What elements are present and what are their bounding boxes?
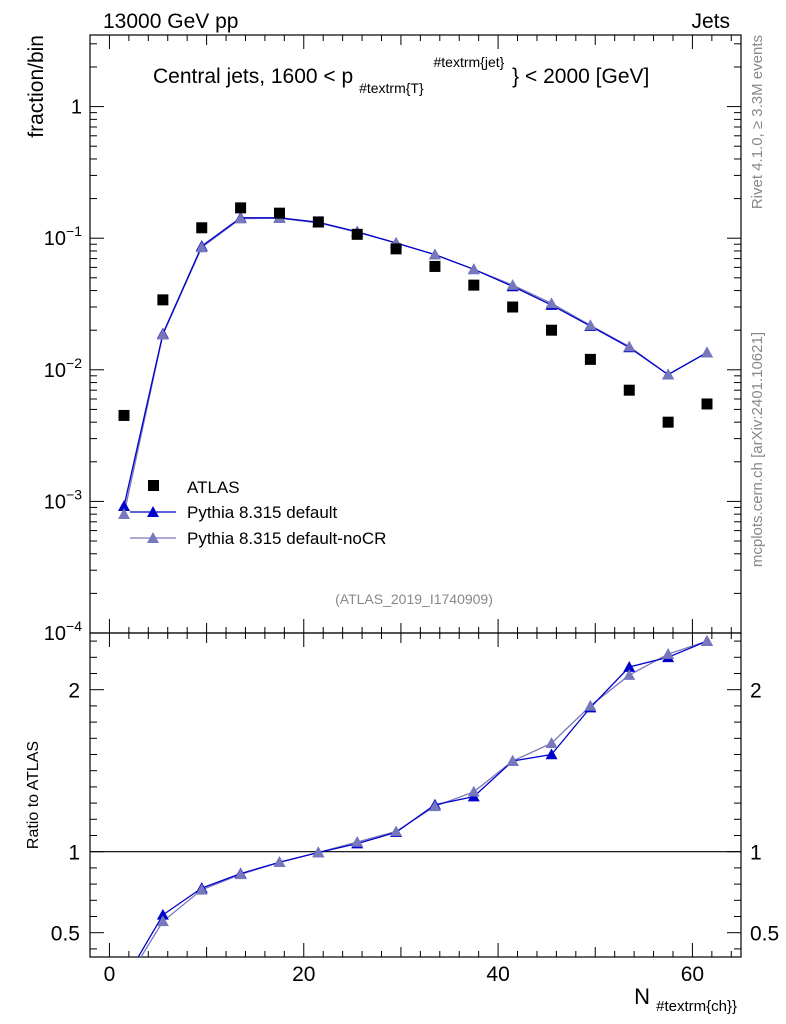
main-atlas-marker bbox=[663, 417, 674, 428]
ratio-y-tick-label-right: 1 bbox=[750, 842, 762, 865]
main-nocr-marker bbox=[468, 263, 480, 274]
process-label: Jets bbox=[691, 10, 730, 33]
ratio-y-tick-label-right: 0.5 bbox=[750, 923, 779, 946]
figure: 13000 GeV pp Jets 10−4 10−3 10−2 10−1 1 Cent… bbox=[0, 0, 786, 1024]
main-atlas-marker bbox=[196, 222, 207, 233]
mcplots-reference-label: mcplots.cern.ch [arXiv:2401.10621] bbox=[749, 332, 766, 567]
main-nocr-marker bbox=[623, 341, 635, 352]
main-y-tick-label: 1 bbox=[71, 97, 82, 119]
main-atlas-marker bbox=[352, 229, 363, 240]
legend-nocr-label: Pythia 8.315 default-noCR bbox=[187, 529, 386, 548]
main-y-tick-label: 10−1 bbox=[44, 223, 82, 250]
ratio-nocr-marker bbox=[662, 648, 674, 659]
ratio-nocr-marker bbox=[390, 825, 402, 836]
main-title-text: Central jets, 1600 < p bbox=[153, 65, 353, 88]
ratio-default-line bbox=[124, 641, 707, 981]
main-y-tick-label: 10−2 bbox=[44, 355, 82, 382]
main-title-superscript: #textrm{jet} bbox=[434, 54, 505, 70]
main-atlas-marker bbox=[235, 202, 246, 213]
main-atlas-marker bbox=[429, 261, 440, 272]
main-nocr-marker bbox=[584, 319, 596, 330]
x-axis-label-subscript: #textrm{ch}} bbox=[656, 998, 737, 1015]
main-atlas-marker bbox=[119, 410, 130, 421]
ratio-data-layer bbox=[124, 635, 713, 984]
legend-atlas-label: ATLAS bbox=[187, 478, 240, 497]
x-axis-label-text: N bbox=[634, 984, 650, 1009]
main-atlas-marker bbox=[274, 208, 285, 219]
rivet-version-label: Rivet 4.1.0, ≥ 3.3M events bbox=[749, 35, 766, 209]
ratio-nocr-marker bbox=[468, 786, 480, 797]
legend-default-label: Pythia 8.315 default bbox=[187, 503, 338, 522]
main-title-subscript: #textrm{T} bbox=[359, 80, 424, 96]
main-atlas-marker bbox=[546, 325, 557, 336]
ratio-nocr-line bbox=[124, 641, 707, 984]
ratio-y-axis-label: Ratio to ATLAS bbox=[25, 741, 42, 849]
main-nocr-marker bbox=[662, 369, 674, 380]
ratio-series-group bbox=[124, 635, 713, 984]
x-tick-label: 0 bbox=[104, 963, 116, 986]
ratio-y-tick-label-right: 2 bbox=[750, 680, 762, 703]
x-axis-label: N #textrm{ch}} bbox=[634, 984, 737, 1015]
main-title: Central jets, 1600 < p #textrm{T} #textr… bbox=[153, 49, 649, 98]
main-atlas-marker bbox=[701, 398, 712, 409]
legend-atlas-marker bbox=[148, 480, 159, 491]
main-y-tick-label: 10−4 bbox=[44, 618, 82, 645]
ratio-nocr-marker bbox=[196, 884, 208, 895]
x-tick-label: 20 bbox=[292, 963, 315, 986]
main-atlas-marker bbox=[585, 354, 596, 365]
x-tick-label: 40 bbox=[486, 963, 509, 986]
main-nocr-marker bbox=[157, 329, 169, 340]
main-nocr-line bbox=[124, 218, 707, 514]
main-data-layer bbox=[118, 202, 713, 519]
main-atlas-marker bbox=[313, 216, 324, 227]
main-atlas-marker bbox=[157, 294, 168, 305]
legend: ATLAS Pythia 8.315 default Pythia 8.315 … bbox=[130, 478, 386, 548]
main-atlas-marker bbox=[624, 385, 635, 396]
ratio-nocr-marker bbox=[584, 700, 596, 711]
ratio-y-tick-label-left: 0.5 bbox=[51, 923, 80, 946]
energy-label: 13000 GeV pp bbox=[103, 10, 238, 33]
ratio-y-tick-label-left: 1 bbox=[68, 842, 80, 865]
analysis-watermark: (ATLAS_2019_I1740909) bbox=[335, 591, 493, 607]
ratio-tick-labels: 0.5 0.51 12 20 20 40 60 bbox=[51, 680, 779, 986]
main-atlas-marker bbox=[507, 302, 518, 313]
main-y-axis-label: fraction/bin bbox=[25, 35, 48, 138]
ratio-nocr-marker bbox=[429, 800, 441, 811]
main-atlas-marker bbox=[391, 243, 402, 254]
main-nocr-marker bbox=[701, 347, 713, 358]
main-atlas-marker bbox=[468, 280, 479, 291]
ratio-nocr-marker bbox=[235, 868, 247, 879]
ratio-y-tick-label-left: 2 bbox=[68, 680, 80, 703]
main-title-suffix: } < 2000 [GeV] bbox=[512, 65, 649, 88]
ratio-axis-ticks bbox=[90, 633, 741, 957]
ratio-plot-frame bbox=[90, 633, 741, 957]
main-default-line bbox=[124, 218, 707, 506]
ratio-nocr-marker bbox=[701, 635, 713, 646]
x-tick-label: 60 bbox=[681, 963, 704, 986]
main-y-tick-label: 10−3 bbox=[44, 486, 82, 513]
main-y-tick-labels: 10−4 10−3 10−2 10−1 1 bbox=[44, 97, 82, 645]
main-nocr-marker bbox=[429, 249, 441, 260]
